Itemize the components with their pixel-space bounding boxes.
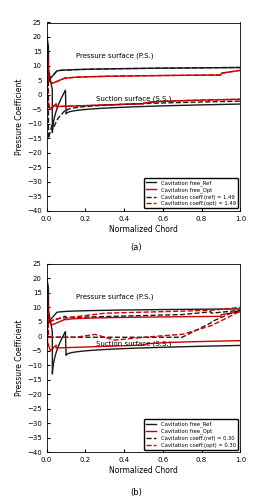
Y-axis label: Pressure Coefficient: Pressure Coefficient [15, 78, 24, 155]
Text: Pressure surface (P.S.): Pressure surface (P.S.) [76, 52, 153, 59]
Text: (a): (a) [130, 243, 141, 252]
Text: Suction surface (S.S.): Suction surface (S.S.) [96, 96, 171, 102]
X-axis label: Normalized Chord: Normalized Chord [109, 466, 178, 475]
Text: Pressure surface (P.S.): Pressure surface (P.S.) [76, 294, 153, 300]
Legend: Cavitation free_Ref, Cavitation free_Opt, Cavitation coeff.(ref) = 1.49, Cavitat: Cavitation free_Ref, Cavitation free_Opt… [144, 178, 238, 208]
Legend: Cavitation free_Ref, Cavitation free_Opt, Cavitation coeff.(ref) = 0.30, Cavitat: Cavitation free_Ref, Cavitation free_Opt… [144, 420, 238, 450]
Y-axis label: Pressure Coefficient: Pressure Coefficient [15, 320, 24, 396]
Text: Suction surface (S.S.): Suction surface (S.S.) [96, 340, 171, 346]
X-axis label: Normalized Chord: Normalized Chord [109, 224, 178, 234]
Text: (b): (b) [130, 488, 142, 497]
